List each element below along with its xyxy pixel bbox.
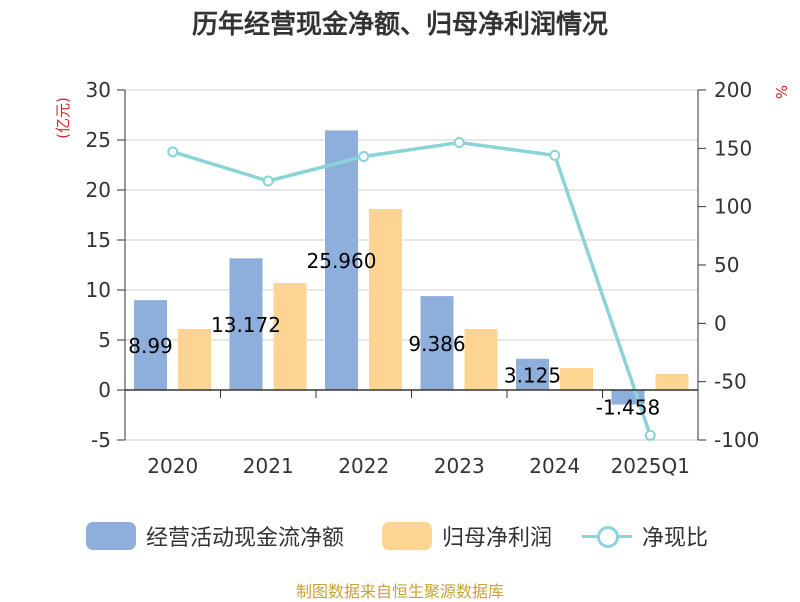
data-label-cash-flow: -1.458 xyxy=(596,396,660,420)
data-label-cash-flow: 3.125 xyxy=(504,363,561,387)
y-left-tick-label: 30 xyxy=(86,78,111,102)
x-tick-label: 2021 xyxy=(243,454,294,478)
y-right-tick-label: 150 xyxy=(714,136,752,160)
bar-net-profit xyxy=(369,209,402,390)
legend-label-ratio: 净现比 xyxy=(642,526,709,551)
bar-net-profit xyxy=(655,374,689,390)
y-right-tick-label: 200 xyxy=(714,78,752,102)
legend-swatch-cash xyxy=(86,522,136,550)
bar-net-profit xyxy=(560,368,593,390)
data-label-cash-flow: 25.960 xyxy=(307,249,377,273)
x-tick-label: 2023 xyxy=(434,454,485,478)
legend-item-ratio[interactable]: 净现比 xyxy=(582,518,708,554)
y-right-tick-label: -50 xyxy=(714,370,747,394)
bar-net-profit xyxy=(178,329,211,390)
source-note: 制图数据来自恒生聚源数据库 xyxy=(295,582,504,601)
y-left-tick-label: 10 xyxy=(86,278,111,302)
legend-item-profit[interactable]: 归母净利润 xyxy=(382,518,552,554)
x-tick-label: 2022 xyxy=(338,454,389,478)
bar-cash-flow xyxy=(229,258,263,390)
y-right-tick-label: 50 xyxy=(714,253,739,277)
ratio-line xyxy=(172,140,652,436)
bar-cash-flow xyxy=(516,358,549,390)
data-label-cash-flow: 13.172 xyxy=(211,313,281,337)
line-layer xyxy=(167,137,656,441)
y-right-unit: % xyxy=(772,85,790,99)
legend-label-profit: 归母净利润 xyxy=(442,526,553,551)
ratio-point xyxy=(167,146,179,158)
y-right-tick-label: -100 xyxy=(714,428,759,452)
bar-layer xyxy=(134,130,689,405)
legend-swatch-ratio xyxy=(582,522,632,550)
ratio-point xyxy=(358,151,370,162)
chart-title: 历年经营现金净额、归母净利润情况 xyxy=(191,10,608,40)
x-tick-label: 2024 xyxy=(529,454,580,478)
ratio-point xyxy=(644,429,656,441)
legend-item-cash[interactable]: 经营活动现金流净额 xyxy=(86,518,344,554)
legend-label-cash: 经营活动现金流净额 xyxy=(146,526,345,551)
y-right-tick-label: 0 xyxy=(714,311,727,335)
legend-swatch-profit xyxy=(382,522,432,550)
label-layer: 8.99 13.172 25.960 9.386 3.125 -1.458 xyxy=(128,249,660,419)
y-left-tick-label: 5 xyxy=(98,328,111,352)
ratio-point xyxy=(549,149,561,161)
ratio-point xyxy=(453,137,465,148)
data-label-cash-flow: 9.386 xyxy=(408,332,465,356)
legend: 经营活动现金流净额 归母净利润 净现比 xyxy=(0,518,800,554)
bar-cash-flow xyxy=(134,300,167,390)
y-left-tick-label: 0 xyxy=(98,378,111,402)
bar-net-profit xyxy=(464,329,498,390)
data-label-cash-flow: 8.99 xyxy=(128,334,173,358)
x-tick-label: 2025Q1 xyxy=(611,454,690,478)
y-left-tick-label: -5 xyxy=(91,428,111,452)
y-left-tick-label: 25 xyxy=(86,128,111,152)
bar-net-profit xyxy=(273,283,307,390)
y-left-tick-label: 15 xyxy=(86,228,111,252)
y-left-unit: (亿元) xyxy=(54,97,72,139)
bar-cash-flow xyxy=(420,296,454,390)
y-right-tick-label: 100 xyxy=(714,195,752,219)
ratio-point xyxy=(262,175,274,187)
x-tick-label: 2020 xyxy=(147,454,198,478)
y-left-tick-label: 20 xyxy=(86,178,111,202)
bar-cash-flow xyxy=(325,130,358,390)
